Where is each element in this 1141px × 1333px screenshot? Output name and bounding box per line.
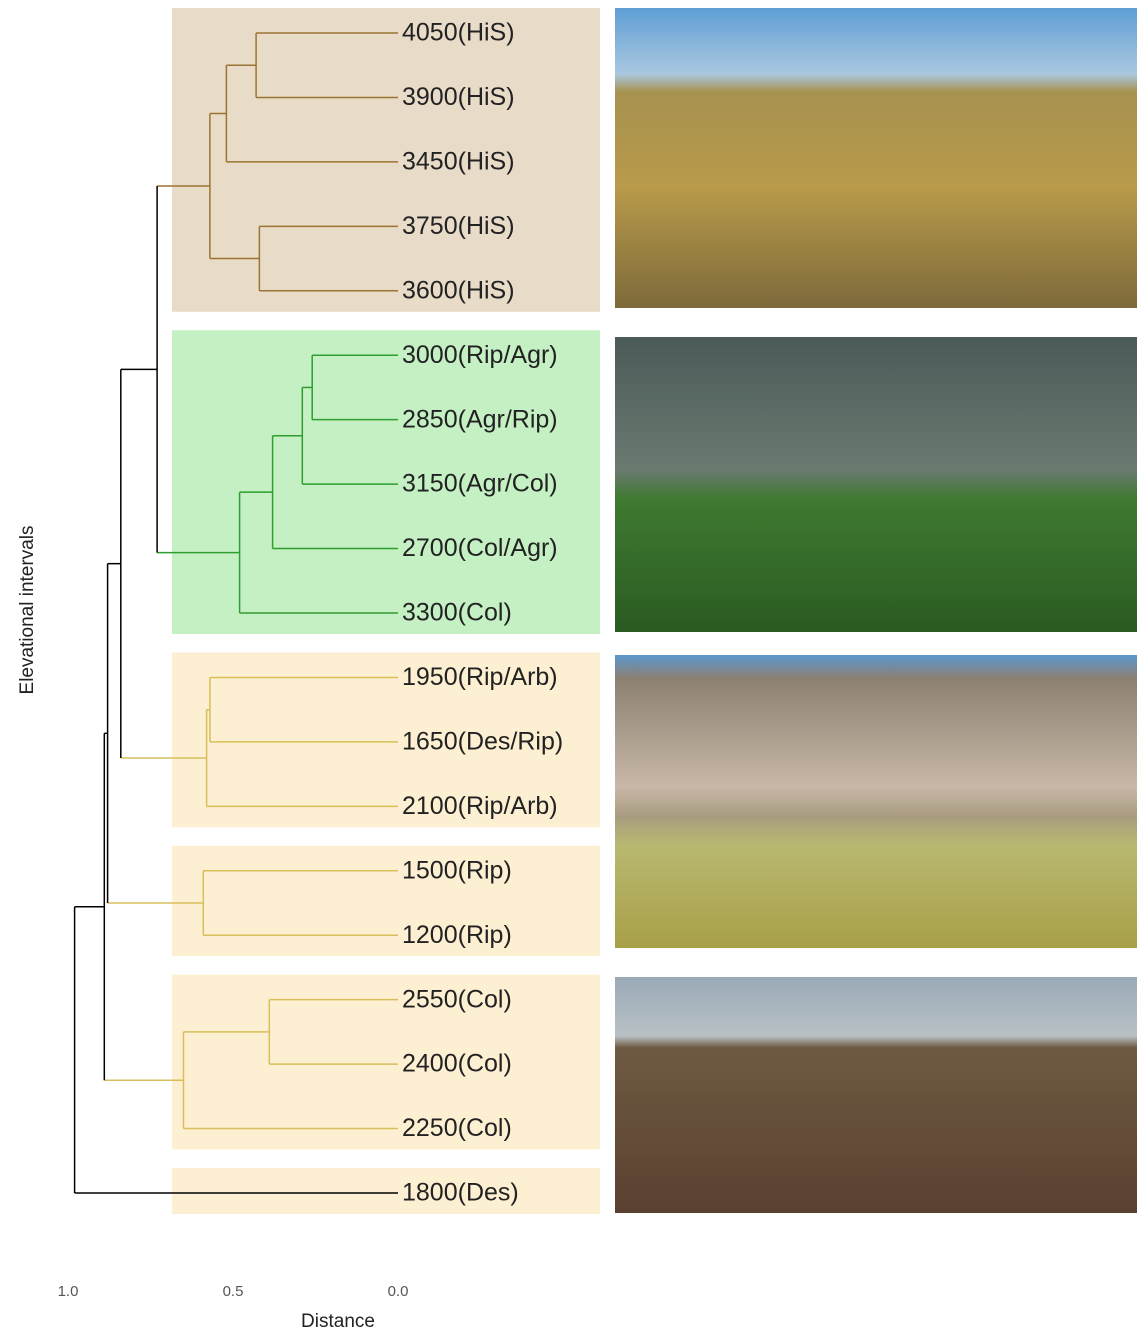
cluster-background bbox=[172, 652, 600, 828]
x-tick-label: 0.5 bbox=[223, 1283, 244, 1300]
y-axis-title: Elevational intervals bbox=[17, 526, 38, 695]
leaf-label: 3900(HiS) bbox=[402, 83, 515, 111]
leaf-label: 1650(Des/Rip) bbox=[402, 727, 563, 755]
leaf-label: 3750(HiS) bbox=[402, 212, 515, 240]
leaf-label: 1800(Des) bbox=[402, 1179, 519, 1207]
leaf-label: 2550(Col) bbox=[402, 985, 512, 1013]
leaf-label: 4050(HiS) bbox=[402, 19, 515, 47]
leaf-label: 1950(Rip/Arb) bbox=[402, 663, 558, 691]
leaf-label: 1500(Rip) bbox=[402, 856, 512, 884]
leaf-label: 3300(Col) bbox=[402, 599, 512, 627]
x-tick-label: 0.0 bbox=[388, 1283, 409, 1300]
leaf-label: 2700(Col/Agr) bbox=[402, 534, 558, 562]
leaf-label: 2850(Agr/Rip) bbox=[402, 405, 558, 433]
leaf-label: 2400(Col) bbox=[402, 1050, 512, 1078]
photo-riparian bbox=[615, 655, 1137, 948]
leaf-label: 3450(HiS) bbox=[402, 147, 515, 175]
x-axis-title: Distance bbox=[301, 1311, 375, 1332]
leaf-label: 3600(HiS) bbox=[402, 276, 515, 304]
leaf-label: 2250(Col) bbox=[402, 1114, 512, 1142]
cluster-background bbox=[172, 845, 600, 957]
leaf-label: 1200(Rip) bbox=[402, 921, 512, 949]
cluster-background bbox=[172, 1168, 600, 1214]
cluster-background bbox=[172, 330, 600, 634]
photo-agriculture bbox=[615, 337, 1137, 632]
photo-desert-slope bbox=[615, 977, 1137, 1213]
leaf-label: 3150(Agr/Col) bbox=[402, 470, 558, 498]
cluster-background bbox=[172, 974, 600, 1150]
leaf-label: 3000(Rip/Agr) bbox=[402, 341, 558, 369]
cluster-backgrounds bbox=[172, 8, 600, 1214]
photo-high-steppe bbox=[615, 8, 1137, 308]
cluster-background bbox=[172, 8, 600, 312]
leaf-label: 2100(Rip/Arb) bbox=[402, 792, 558, 820]
x-tick-label: 1.0 bbox=[58, 1283, 79, 1300]
